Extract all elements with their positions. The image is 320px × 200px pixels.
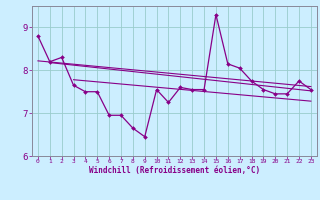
X-axis label: Windchill (Refroidissement éolien,°C): Windchill (Refroidissement éolien,°C) — [89, 166, 260, 175]
